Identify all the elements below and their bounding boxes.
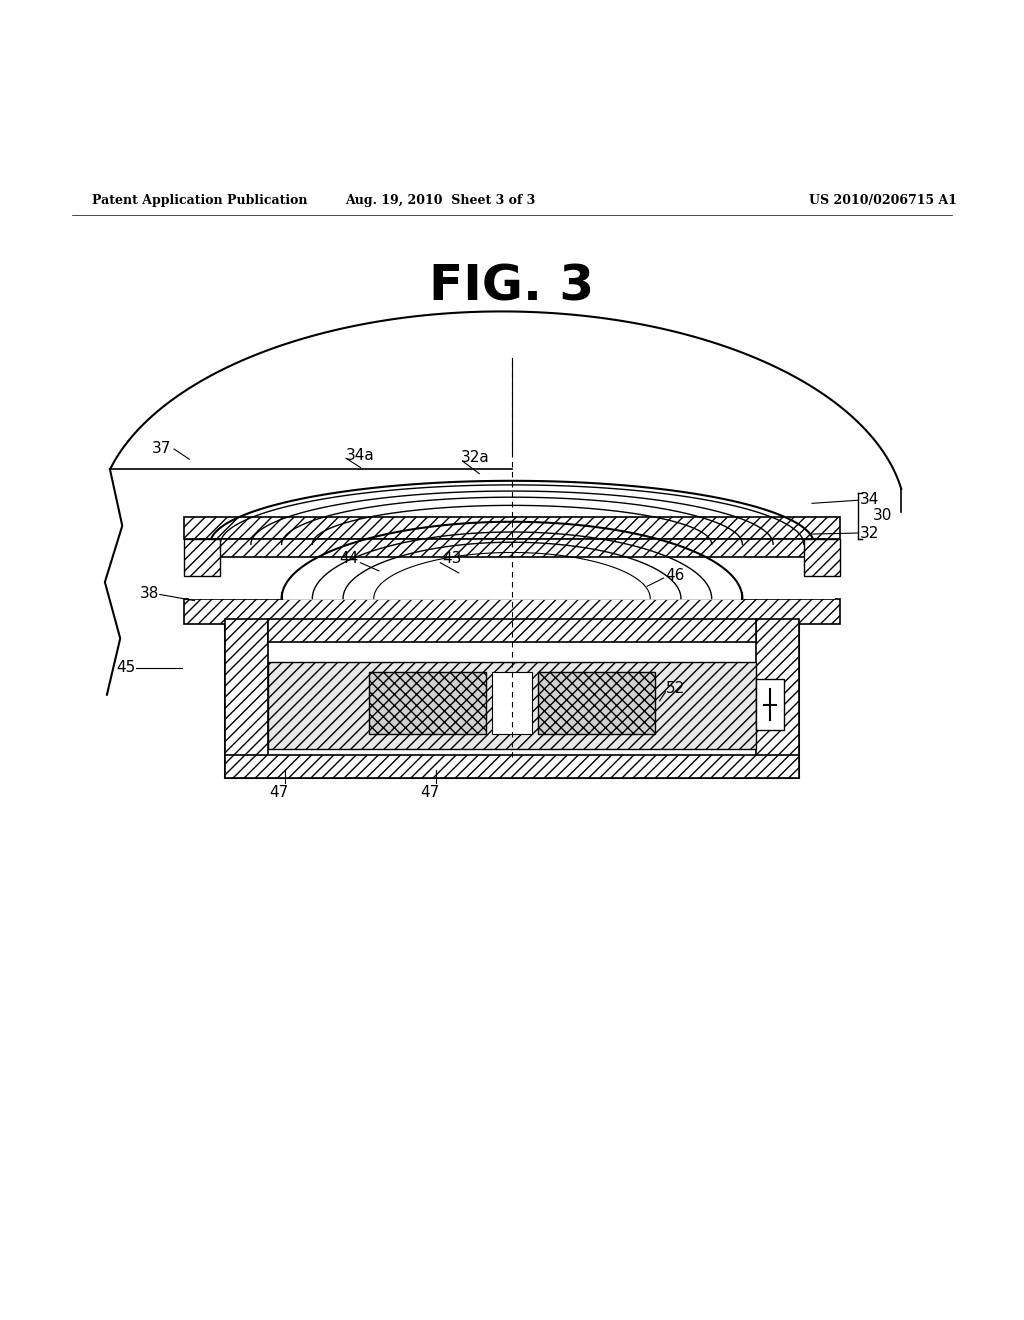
Bar [200, 539, 824, 557]
Bar [538, 672, 655, 734]
Text: 45: 45 [116, 660, 135, 675]
Bar [184, 516, 840, 539]
Bar [492, 672, 532, 734]
Bar [225, 755, 799, 777]
Bar [225, 619, 268, 777]
Bar [200, 539, 824, 557]
Text: Patent Application Publication: Patent Application Publication [92, 194, 307, 207]
Bar [195, 576, 829, 595]
Bar [184, 598, 840, 624]
Text: 34: 34 [860, 492, 880, 507]
Bar [756, 619, 799, 777]
Bar [804, 539, 840, 576]
Text: 30: 30 [872, 508, 892, 523]
Text: 43: 43 [442, 552, 462, 566]
Text: 34a: 34a [346, 447, 375, 463]
Bar [268, 663, 756, 748]
Text: 38: 38 [139, 586, 159, 601]
Text: 32a: 32a [461, 450, 489, 465]
Text: 47: 47 [421, 785, 439, 800]
Text: FIG. 3: FIG. 3 [429, 263, 595, 310]
Bar [189, 516, 835, 598]
Text: 32: 32 [860, 525, 880, 540]
Text: 37: 37 [152, 441, 171, 455]
Bar [369, 672, 486, 734]
Text: Aug. 19, 2010  Sheet 3 of 3: Aug. 19, 2010 Sheet 3 of 3 [345, 194, 536, 207]
Bar [225, 619, 799, 777]
Text: 46: 46 [666, 568, 685, 582]
Bar [268, 619, 756, 642]
Text: 44: 44 [339, 552, 358, 566]
Bar [756, 678, 784, 730]
Text: 52: 52 [666, 681, 685, 696]
Bar [184, 539, 220, 576]
Text: US 2010/0206715 A1: US 2010/0206715 A1 [809, 194, 957, 207]
Text: 47: 47 [269, 785, 288, 800]
